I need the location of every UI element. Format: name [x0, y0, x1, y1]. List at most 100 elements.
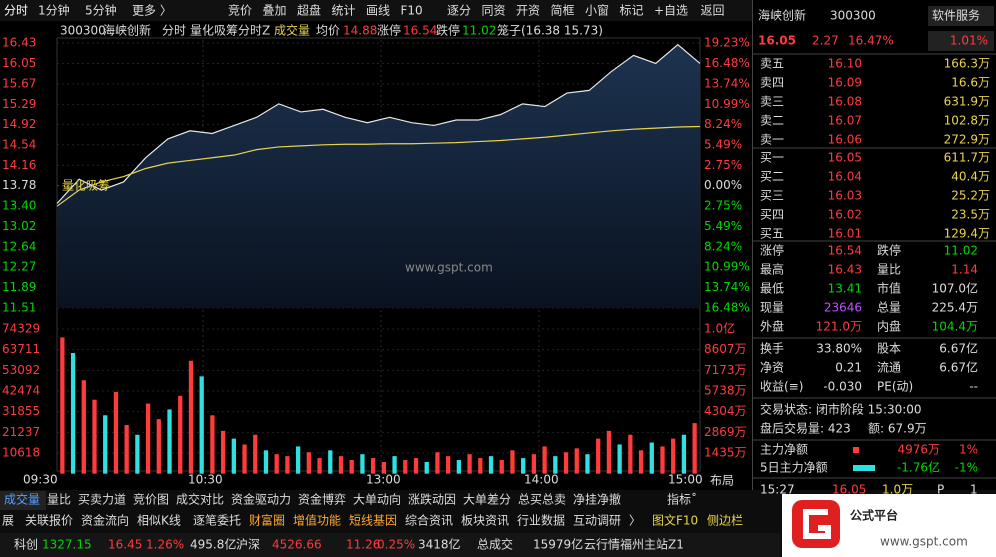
info-tab[interactable]: 相似K线	[137, 514, 181, 528]
book-price: 16.05	[828, 151, 862, 165]
volume-bar	[178, 395, 183, 474]
toolbar-button[interactable]: 统计	[332, 4, 356, 18]
indicator-tab[interactable]: 资金驱动力	[231, 492, 291, 507]
volume-bar	[317, 458, 322, 474]
tab[interactable]: 更多 〉	[132, 4, 172, 18]
info-tab[interactable]: 板块资讯	[461, 514, 509, 528]
pct-tick-label: 0.00%	[704, 178, 742, 192]
book-volume: 16.6万	[951, 76, 990, 90]
indicator-tab[interactable]: 净挂净撤	[573, 492, 621, 507]
info-tab[interactable]: 短线基因	[349, 514, 397, 528]
volume-bar	[199, 376, 204, 474]
volume-bar	[167, 409, 172, 474]
stat-value: 23646	[824, 301, 862, 315]
volume-tick-label: 31855	[2, 404, 40, 418]
volume-bar	[274, 454, 279, 474]
amount-tick-label: 5738万	[704, 383, 747, 397]
toolbar-button[interactable]: 逐分	[447, 4, 471, 18]
volume-bar	[649, 442, 654, 474]
sidebar-tab[interactable]: 侧边栏	[707, 513, 743, 528]
volume-bar	[263, 450, 269, 474]
volume-tick-label: 10618	[2, 446, 40, 460]
info-tab[interactable]: 〉	[629, 514, 641, 528]
status-text: 11.26	[346, 538, 380, 552]
indicator-tab[interactable]: 大单动向	[353, 492, 401, 507]
sector-pct: 1.01%	[950, 34, 988, 48]
volume-bar	[135, 434, 140, 474]
info-tab[interactable]: 互动调研	[573, 514, 621, 528]
indicator-tab[interactable]: 竞价图	[133, 493, 169, 507]
volume-bar	[349, 460, 354, 474]
volume-bar	[360, 454, 365, 474]
sector[interactable]: 软件服务	[932, 8, 980, 23]
stat-label: 量比	[877, 263, 901, 277]
info-tab[interactable]: 综合资讯	[405, 513, 453, 528]
volume-bar	[638, 450, 644, 474]
indicator-tab[interactable]: 总买总卖	[518, 493, 566, 507]
layout-button[interactable]: 布局	[710, 474, 734, 488]
toolbar-button[interactable]: 竞价	[228, 4, 252, 18]
indicator-tab[interactable]: 资金博弈	[298, 492, 346, 507]
stat-value: 11.02	[944, 244, 978, 258]
toolbar-button[interactable]: 小窗	[585, 4, 609, 18]
tab[interactable]: 5分钟	[85, 3, 117, 18]
stat-value: 13.41	[828, 282, 862, 296]
stat-label: 流通	[877, 361, 901, 375]
amount-tick-label: 1435万	[704, 446, 747, 460]
flow-pct: -1%	[955, 461, 978, 475]
info-tab[interactable]: 资金流向	[81, 513, 129, 528]
toolbar-button[interactable]: 同资	[482, 4, 506, 18]
tab[interactable]: 1分钟	[38, 3, 70, 18]
book-price: 16.09	[828, 76, 862, 90]
indicator-tab[interactable]: 大单差分	[463, 493, 511, 507]
stat-value: 1.14	[951, 263, 978, 277]
stat-value: --	[969, 380, 978, 394]
tab[interactable]: 分时	[4, 4, 28, 18]
indicator-menu[interactable]: 指标˚	[667, 492, 697, 507]
info-tab[interactable]: 逐笔委托	[193, 513, 241, 528]
toolbar-button[interactable]: 画线	[366, 4, 390, 18]
volume-bar	[403, 460, 408, 474]
toolbar-button[interactable]: 开资	[516, 4, 540, 18]
stat-label: 外盘	[760, 319, 784, 334]
indicator-tab[interactable]: 成交量	[4, 492, 40, 507]
pct-tick-label: 10.99%	[704, 260, 750, 274]
book-price: 16.07	[828, 114, 862, 128]
indicator-tab[interactable]: 成交对比	[176, 492, 224, 507]
volume-bar	[671, 438, 676, 474]
info-tab[interactable]: 关联报价	[25, 513, 73, 528]
status-text: 3418亿	[418, 537, 461, 552]
volume-bar	[220, 430, 226, 474]
toolbar-button[interactable]: 返回	[701, 4, 725, 18]
info-text: 涨停	[377, 23, 401, 38]
info-tab[interactable]: 财富圈	[249, 513, 285, 528]
toolbar-button[interactable]: F10	[401, 4, 423, 18]
flow-bar	[853, 447, 859, 453]
info-tab[interactable]: 行业数据	[517, 513, 565, 528]
indicator-tab[interactable]: 买卖力道	[78, 493, 126, 507]
indicator-tab[interactable]: 量比	[47, 493, 71, 507]
logo-mark	[803, 509, 831, 539]
volume-bar	[338, 456, 344, 474]
book-volume: 25.2万	[951, 189, 990, 203]
volume-bar	[585, 454, 590, 474]
f10-tab[interactable]: 图文F10	[652, 513, 698, 528]
info-tab[interactable]: 增值功能	[293, 513, 341, 528]
watermark: www.gspt.com	[405, 261, 493, 275]
status-text: 总成交	[477, 537, 513, 552]
stat-value: 16.43	[828, 263, 862, 277]
stat-label: 净资	[760, 361, 784, 375]
stat-label: 换手	[760, 342, 784, 356]
toolbar-button[interactable]: 超盘	[297, 3, 321, 18]
toolbar-bg	[0, 0, 752, 21]
info-tab[interactable]: 展	[2, 514, 14, 528]
indicator-tab[interactable]: 涨跌动因	[408, 492, 456, 507]
toolbar-button[interactable]: 标记	[620, 4, 644, 18]
toolbar-button[interactable]: 叠加	[263, 4, 287, 18]
sector-box	[928, 6, 994, 26]
book-label: 买五	[760, 227, 784, 241]
book-label: 买二	[760, 170, 784, 184]
toolbar-button[interactable]: 简框	[551, 4, 575, 18]
toolbar-button[interactable]: +自选	[654, 4, 688, 18]
